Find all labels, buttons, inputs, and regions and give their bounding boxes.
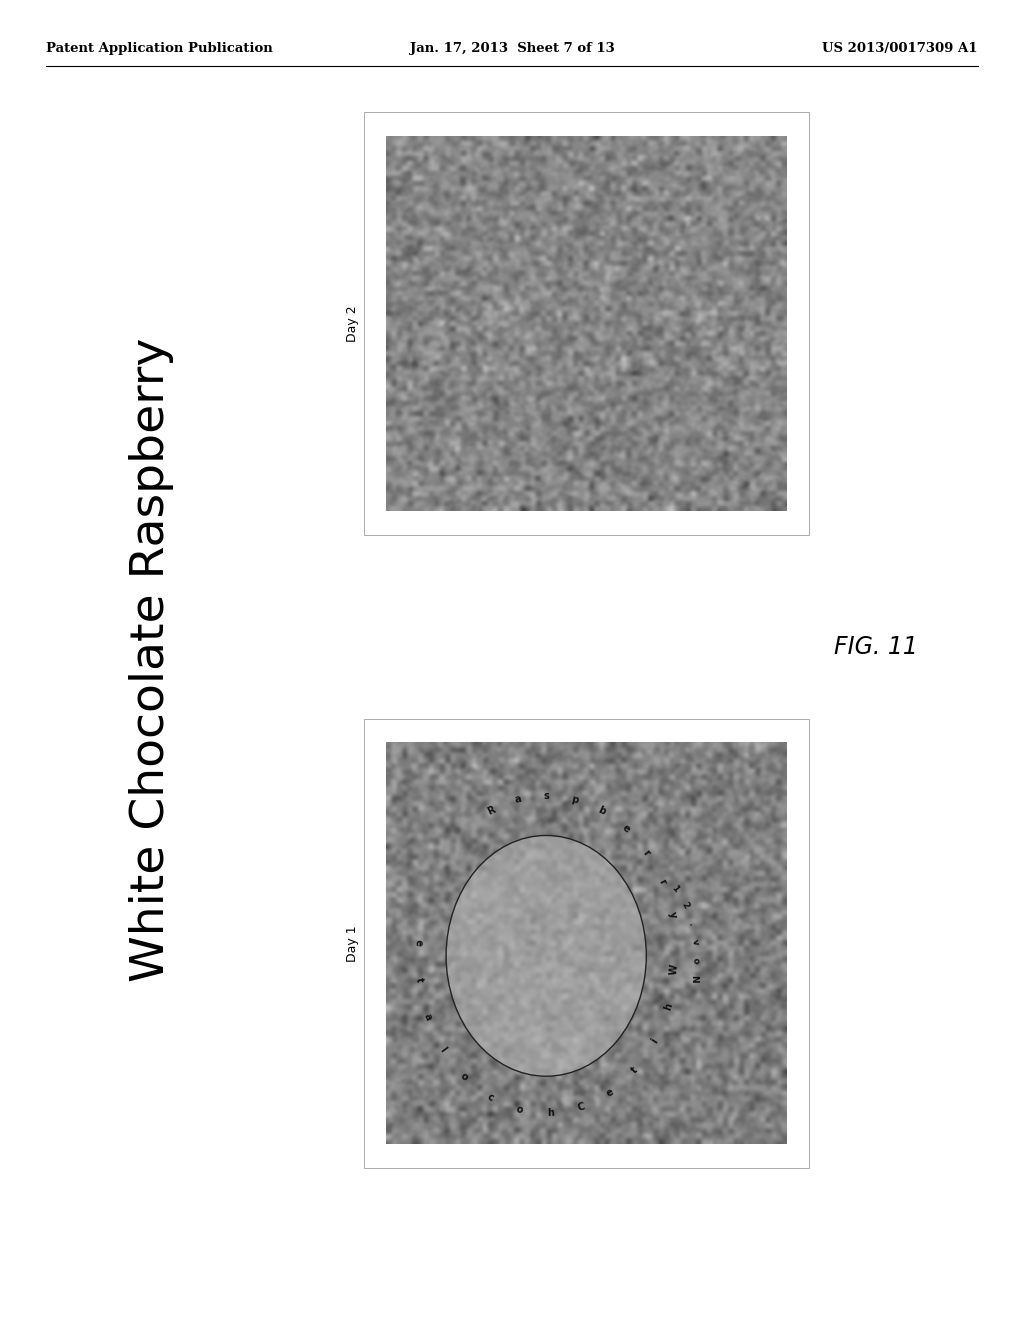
Text: c: c: [485, 1092, 495, 1104]
Text: y: y: [667, 909, 678, 919]
Text: a: a: [514, 795, 522, 805]
Text: v: v: [689, 937, 699, 946]
Text: .: .: [686, 920, 696, 927]
Text: a: a: [422, 1011, 433, 1022]
Bar: [364, 112, 809, 535]
Text: Jan. 17, 2013  Sheet 7 of 13: Jan. 17, 2013 Sheet 7 of 13: [410, 42, 614, 54]
Text: Day 1: Day 1: [346, 925, 358, 962]
Text: US 2013/0017309 A1: US 2013/0017309 A1: [822, 42, 978, 54]
Text: N: N: [689, 975, 697, 983]
Text: h: h: [547, 1107, 554, 1118]
Text: R: R: [485, 805, 497, 817]
Text: e: e: [413, 939, 423, 946]
Text: 2: 2: [679, 900, 690, 911]
Text: e: e: [621, 822, 632, 834]
Text: FIG. 11: FIG. 11: [834, 635, 918, 659]
Text: p: p: [570, 795, 580, 805]
Text: i: i: [649, 1036, 659, 1045]
Text: White Chocolate Raspberry: White Chocolate Raspberry: [129, 338, 174, 982]
Text: Day 2: Day 2: [346, 305, 358, 342]
Bar: [364, 719, 809, 1168]
Text: C: C: [577, 1101, 586, 1113]
Text: t: t: [414, 977, 424, 983]
Ellipse shape: [446, 836, 646, 1076]
Text: b: b: [596, 805, 607, 817]
Text: o: o: [515, 1105, 524, 1115]
Text: t: t: [630, 1065, 640, 1076]
Text: h: h: [663, 1002, 674, 1011]
Text: r: r: [656, 878, 668, 887]
Text: 1: 1: [670, 884, 681, 895]
Text: s: s: [544, 791, 549, 801]
Text: Patent Application Publication: Patent Application Publication: [46, 42, 272, 54]
Text: W: W: [669, 964, 680, 975]
Text: o: o: [690, 957, 700, 964]
Text: r: r: [641, 847, 652, 858]
Text: o: o: [459, 1071, 470, 1082]
Text: e: e: [604, 1086, 615, 1098]
Text: l: l: [437, 1045, 447, 1053]
